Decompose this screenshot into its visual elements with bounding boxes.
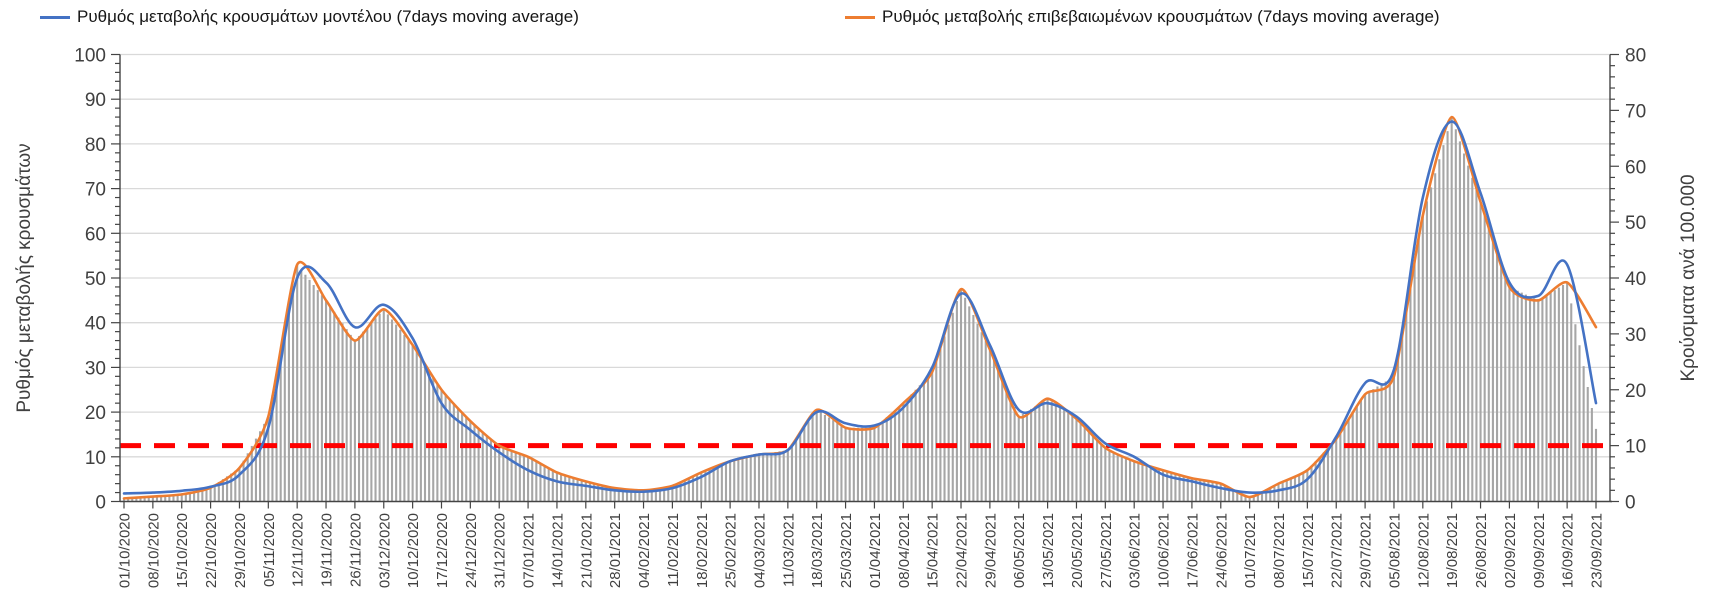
x-tick-label: 10/06/2021	[1156, 513, 1173, 588]
confirmed-line-swatch	[845, 15, 875, 19]
x-tick-label: 27/05/2021	[1098, 513, 1115, 588]
right-tick-label: 50	[1625, 213, 1646, 234]
x-tick-label: 09/09/2021	[1531, 513, 1548, 588]
x-tick-label: 05/11/2020	[261, 513, 278, 587]
right-tick-label: 40	[1625, 269, 1646, 290]
x-tick-label: 16/09/2021	[1560, 513, 1577, 588]
left-tick-label: 0	[95, 493, 106, 514]
x-tick-label: 26/08/2021	[1473, 513, 1490, 588]
legend-label-confirmed: Ρυθμός μεταβολής επιβεβαιωμένων κρουσμάτ…	[882, 7, 1440, 26]
x-tick-label: 21/01/2021	[578, 513, 595, 588]
left-tick-label: 40	[85, 314, 106, 335]
x-tick-label: 17/06/2021	[1184, 513, 1201, 588]
legend-item-confirmed: Ρυθμός μεταβολής επιβεβαιωμένων κρουσμάτ…	[845, 7, 1440, 27]
right-tick-label: 10	[1625, 437, 1646, 458]
axes	[111, 53, 1619, 509]
x-tick-label: 28/01/2021	[607, 513, 624, 588]
left-tick-label: 30	[85, 358, 106, 379]
model-line-swatch	[40, 15, 70, 19]
right-axis-title: Κρούσματα ανά 100.000	[1678, 174, 1699, 381]
x-tick-label: 22/04/2021	[954, 513, 971, 588]
right-tick-label: 60	[1625, 157, 1646, 178]
x-tick-label: 29/04/2021	[982, 513, 999, 588]
x-tick-label: 02/09/2021	[1502, 513, 1519, 588]
legend-item-model: Ρυθμός μεταβολής κρουσμάτων μοντέλου (7d…	[40, 7, 579, 27]
x-tick-label: 18/03/2021	[809, 513, 826, 588]
x-tick-label: 26/11/2020	[347, 513, 364, 587]
confirmed-cases-line	[122, 115, 1598, 500]
right-tick-label: 70	[1625, 101, 1646, 122]
x-tick-label: 01/07/2021	[1242, 513, 1259, 588]
x-tick-label: 08/04/2021	[896, 513, 913, 588]
x-tick-label: 20/05/2021	[1069, 513, 1086, 588]
right-tick-label: 80	[1625, 46, 1646, 67]
x-tick-label: 25/03/2021	[838, 513, 855, 588]
x-tick-label: 01/10/2020	[117, 513, 134, 588]
x-tick-label: 15/04/2021	[925, 513, 942, 588]
left-tick-label: 10	[85, 448, 106, 469]
left-tick-label: 20	[85, 403, 106, 424]
x-tick-label: 24/06/2021	[1213, 513, 1230, 588]
x-tick-label: 22/07/2021	[1329, 513, 1346, 588]
x-tick-label: 23/09/2021	[1589, 513, 1606, 588]
x-tick-label: 05/08/2021	[1386, 513, 1403, 588]
x-tick-label: 17/12/2020	[434, 513, 451, 588]
x-tick-label: 13/05/2021	[1040, 513, 1057, 588]
left-axis-title: Ρυθμός μεταβολής κρουσμάτων	[14, 143, 35, 412]
x-tick-label: 04/03/2021	[751, 513, 768, 588]
x-tick-label: 14/01/2021	[549, 513, 566, 588]
legend-label-model: Ρυθμός μεταβολής κρουσμάτων μοντέλου (7d…	[77, 7, 579, 26]
x-tick-label: 08/10/2020	[145, 513, 162, 588]
x-tick-label: 15/10/2020	[174, 513, 191, 588]
x-tick-label: 11/02/2021	[665, 513, 682, 587]
tick-labels: 0 10 20 30 40 50 60 70 80 90 100 0 10 20 30 40 50 60 70 80 0…	[74, 46, 1646, 589]
x-tick-label: 07/01/2021	[521, 513, 538, 588]
x-tick-label: 22/10/2020	[203, 513, 220, 588]
right-tick-label: 30	[1625, 325, 1646, 346]
x-tick-label: 19/08/2021	[1444, 513, 1461, 588]
x-tick-label: 29/07/2021	[1358, 513, 1375, 588]
left-tick-label: 80	[85, 135, 106, 156]
x-tick-label: 10/12/2020	[405, 513, 422, 588]
x-tick-label: 08/07/2021	[1271, 513, 1288, 588]
x-tick-label: 06/05/2021	[1011, 513, 1028, 588]
x-tick-label: 19/11/2020	[319, 513, 336, 587]
left-tick-label: 100	[74, 46, 106, 67]
model-cases-line	[122, 120, 1598, 495]
x-tick-label: 12/08/2021	[1415, 513, 1432, 588]
right-tick-label: 0	[1625, 493, 1636, 514]
x-tick-label: 25/02/2021	[723, 513, 740, 588]
x-tick-label: 15/07/2021	[1300, 513, 1317, 588]
x-tick-label: 29/10/2020	[232, 513, 249, 588]
x-tick-label: 18/02/2021	[694, 513, 711, 588]
x-tick-label: 31/12/2020	[492, 513, 509, 588]
x-tick-label: 24/12/2020	[463, 513, 480, 588]
x-tick-label: 12/11/2020	[290, 513, 307, 587]
gridlines	[120, 53, 1610, 458]
right-tick-label: 20	[1625, 381, 1646, 402]
x-tick-label: 01/04/2021	[867, 513, 884, 588]
x-tick-label: 11/03/2021	[780, 513, 797, 587]
left-tick-label: 90	[85, 90, 106, 111]
left-tick-label: 60	[85, 224, 106, 245]
left-tick-label: 50	[85, 269, 106, 290]
x-tick-label: 03/12/2020	[376, 513, 393, 588]
x-tick-label: 04/02/2021	[636, 513, 653, 588]
left-tick-label: 70	[85, 180, 106, 201]
x-tick-label: 03/06/2021	[1127, 513, 1144, 588]
